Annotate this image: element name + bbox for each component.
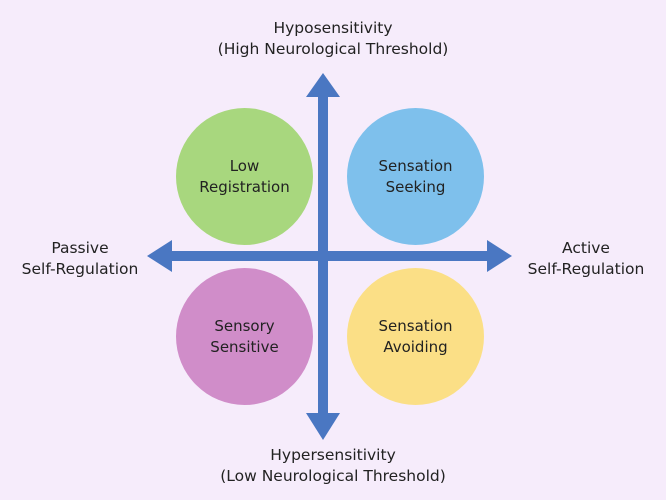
axis-label-right: Active Self-Regulation (506, 238, 666, 280)
axis-label-right-line2: Self-Regulation (527, 260, 645, 278)
quadrant-sensation-seeking-line1: Sensation (378, 156, 453, 175)
axis-label-top: Hyposensitivity (High Neurological Thres… (183, 18, 483, 60)
axis-label-top-line1: Hyposensitivity (273, 19, 393, 37)
quadrant-sensory-sensitive-line2: Sensitive (210, 337, 279, 356)
quadrant-sensation-avoiding: Sensation Avoiding (347, 268, 484, 405)
axis-label-bottom: Hypersensitivity (Low Neurological Thres… (183, 445, 483, 487)
quadrant-sensory-sensitive-line1: Sensory (214, 316, 275, 335)
quadrant-sensation-seeking: Sensation Seeking (347, 108, 484, 245)
arrow-group (147, 73, 512, 440)
arrow-left-head (147, 240, 172, 272)
axis-label-left: Passive Self-Regulation (2, 238, 158, 280)
quadrant-low-registration-line2: Registration (199, 177, 290, 196)
axis-label-bottom-line2: (Low Neurological Threshold) (220, 467, 446, 485)
axis-label-bottom-line1: Hypersensitivity (270, 446, 396, 464)
axis-label-top-line2: (High Neurological Threshold) (217, 40, 449, 58)
quadrant-sensation-avoiding-line2: Avoiding (383, 337, 448, 356)
quadrant-sensation-seeking-line2: Seeking (385, 177, 446, 196)
quadrant-sensation-avoiding-line1: Sensation (378, 316, 453, 335)
arrow-right-head (487, 240, 512, 272)
horizontal-axis-line (170, 251, 488, 261)
arrow-down-head (306, 413, 340, 440)
quadrant-sensory-sensitive: Sensory Sensitive (176, 268, 313, 405)
axis-label-left-line2: Self-Regulation (21, 260, 139, 278)
axis-label-left-line1: Passive (51, 239, 109, 257)
quadrant-low-registration: Low Registration (176, 108, 313, 245)
arrow-up-head (306, 73, 340, 97)
quadrant-low-registration-line1: Low (229, 156, 260, 175)
axis-label-right-line1: Active (562, 239, 610, 257)
